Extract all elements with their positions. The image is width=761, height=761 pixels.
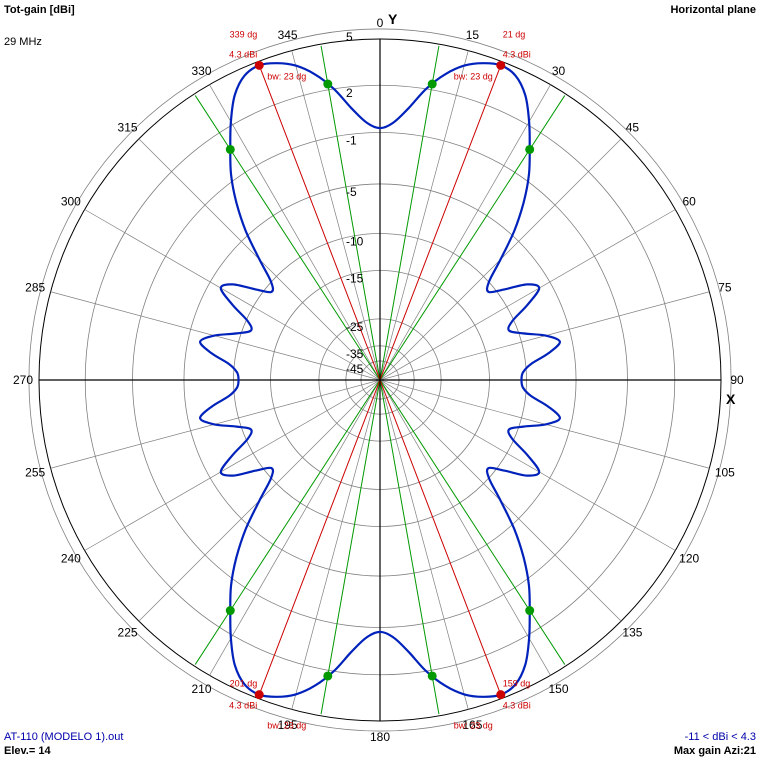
beamwidth-marker	[323, 79, 333, 89]
peak-marker	[496, 690, 506, 700]
peak-angle-label: 339 dg	[230, 29, 258, 39]
grid-spoke	[379, 209, 676, 381]
beamwidth-marker	[427, 671, 437, 681]
peak-line	[257, 63, 381, 381]
peak-angle-label: 201 dg	[230, 679, 258, 689]
grid-spoke	[291, 379, 381, 710]
angle-tick-label: 15	[466, 28, 480, 42]
grid-spoke	[379, 84, 551, 381]
grid-spoke	[209, 379, 381, 676]
angle-tick-label: 345	[278, 28, 298, 42]
radial-tick-label: -45	[346, 362, 364, 376]
plane-label: Horizontal plane	[670, 4, 756, 16]
peak-labels: 21 dg 4.3 dBi bw: 23 dg 339 dg 4.3 dBi bw: 23…	[229, 29, 531, 730]
tick-labels: 0153045607590105120135150165180195210225…	[13, 11, 744, 744]
radial-tick-label: 2	[346, 86, 353, 100]
radial-tick-label: -35	[346, 347, 364, 361]
beamwidth-line	[379, 379, 440, 715]
peak-bw-label: bw: 23 dg	[454, 71, 493, 81]
axes	[39, 39, 721, 721]
radial-tick-label: 5	[346, 30, 353, 44]
radial-tick-label: -10	[346, 235, 364, 249]
grid-spoke	[379, 379, 676, 551]
peak-line	[379, 379, 503, 697]
angle-tick-label: 330	[191, 64, 211, 78]
peak-line	[379, 63, 503, 381]
grid-spoke	[291, 50, 381, 381]
angle-tick-label: 300	[61, 195, 81, 209]
grid-spoke	[84, 379, 381, 551]
beamwidth-line	[320, 45, 381, 381]
radial-tick-label: -1	[346, 133, 357, 147]
beamwidth-line	[320, 379, 381, 715]
max-gain-label: Max gain Azi:21	[673, 745, 756, 757]
peak-marker	[254, 690, 264, 700]
beamwidth-marker	[525, 606, 535, 616]
beamwidth-line	[379, 379, 566, 665]
angle-tick-label: 0	[377, 16, 384, 30]
angle-tick-label: 105	[715, 465, 735, 479]
peak-marker	[496, 60, 506, 70]
angle-tick-label: 210	[191, 682, 211, 696]
beamwidth-marker	[225, 144, 235, 154]
peak-line	[257, 379, 381, 697]
angle-tick-label: 45	[626, 121, 640, 135]
beamwidth-marker	[323, 671, 333, 681]
angle-tick-label: 285	[25, 281, 45, 295]
frequency-label: 29 MHz	[4, 36, 42, 48]
peak-marker	[254, 60, 264, 70]
grid-spoke	[379, 379, 469, 710]
peak-angle-label: 159 dg	[503, 679, 531, 689]
beamwidth-marker	[225, 606, 235, 616]
grid-spoke	[379, 379, 551, 676]
file-label: AT-110 (MODELO 1).out	[4, 731, 124, 743]
peak-lines	[257, 63, 503, 697]
peak-gain-label: 4.3 dBi	[229, 49, 257, 59]
peak-angle-label: 21 dg	[503, 29, 526, 39]
beamwidth-line	[194, 379, 381, 665]
angle-tick-label: 195	[278, 718, 298, 732]
peak-bw-label: bw: 23 dg	[454, 721, 493, 731]
peak-bw-label: bw: 23 dg	[267, 721, 306, 731]
markers	[225, 60, 535, 700]
angle-tick-label: 60	[682, 195, 696, 209]
beamwidth-line	[379, 95, 566, 381]
angle-tick-label: 150	[548, 682, 568, 696]
angle-tick-label: 255	[25, 465, 45, 479]
chart-title: Tot-gain [dBi]	[4, 4, 75, 16]
grid-circle	[28, 28, 732, 732]
beamwidth-marker	[525, 144, 535, 154]
range-label: -11 < dBi < 4.3	[684, 731, 756, 743]
angle-tick-label: 90	[730, 373, 744, 387]
grid-spoke	[379, 50, 469, 381]
radial-tick-label: -5	[346, 185, 357, 199]
angle-tick-label: 315	[118, 121, 138, 135]
radial-tick-label: -15	[346, 272, 364, 286]
angle-tick-label: 225	[118, 625, 138, 639]
angle-tick-label: 270	[13, 373, 33, 387]
beamwidth-line	[379, 45, 440, 381]
beamwidth-line	[194, 95, 381, 381]
angle-tick-label: 135	[622, 625, 642, 639]
angle-tick-label: 165	[462, 718, 482, 732]
peak-gain-label: 4.3 dBi	[503, 49, 531, 59]
pattern-series-line	[199, 62, 561, 698]
peak-bw-label: bw: 23 dg	[267, 71, 306, 81]
peak-gain-label: 4.3 dBi	[503, 701, 531, 711]
beamwidth-lines	[194, 45, 566, 715]
y-axis-label: Y	[388, 11, 398, 27]
radial-tick-label: -25	[346, 320, 364, 334]
x-axis-label: X	[726, 391, 736, 407]
grid-spoke	[209, 84, 381, 381]
beamwidth-marker	[427, 79, 437, 89]
angle-tick-label: 75	[718, 281, 732, 295]
peak-gain-label: 4.3 dBi	[229, 701, 257, 711]
angle-tick-label: 240	[61, 552, 81, 566]
angle-tick-label: 180	[370, 730, 390, 744]
angle-tick-label: 30	[552, 64, 566, 78]
grid-spoke	[84, 209, 381, 381]
elevation-label: Elev.= 14	[4, 745, 51, 757]
angle-tick-label: 120	[679, 552, 699, 566]
